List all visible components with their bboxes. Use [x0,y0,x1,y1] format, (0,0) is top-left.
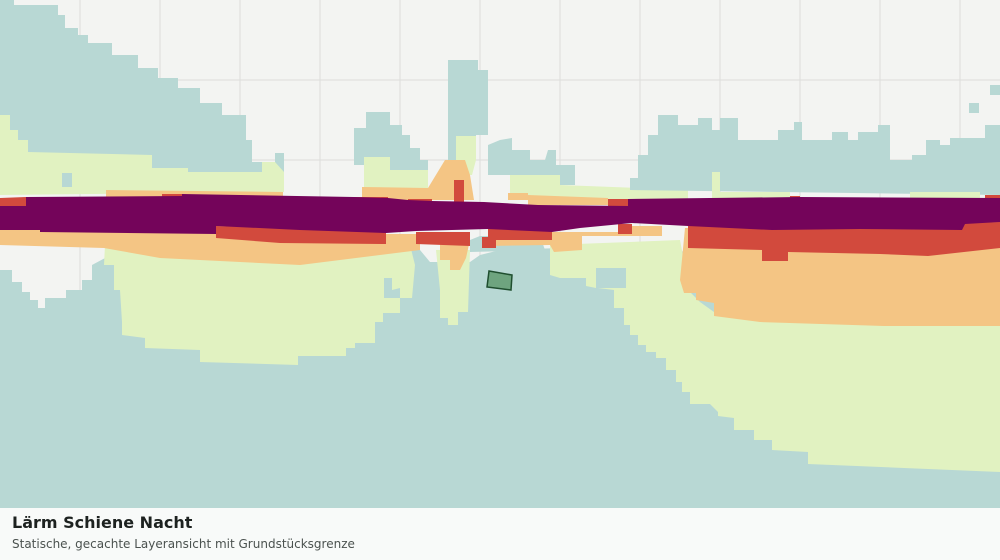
parcel-boundary [486,270,513,291]
caption-subtitle: Statische, gecachte Layeransicht mit Gru… [12,537,355,551]
caption-title: Lärm Schiene Nacht [12,513,193,532]
caption-panel: Lärm Schiene Nacht Statische, gecachte L… [0,508,1000,560]
noise-layer [0,0,1000,508]
